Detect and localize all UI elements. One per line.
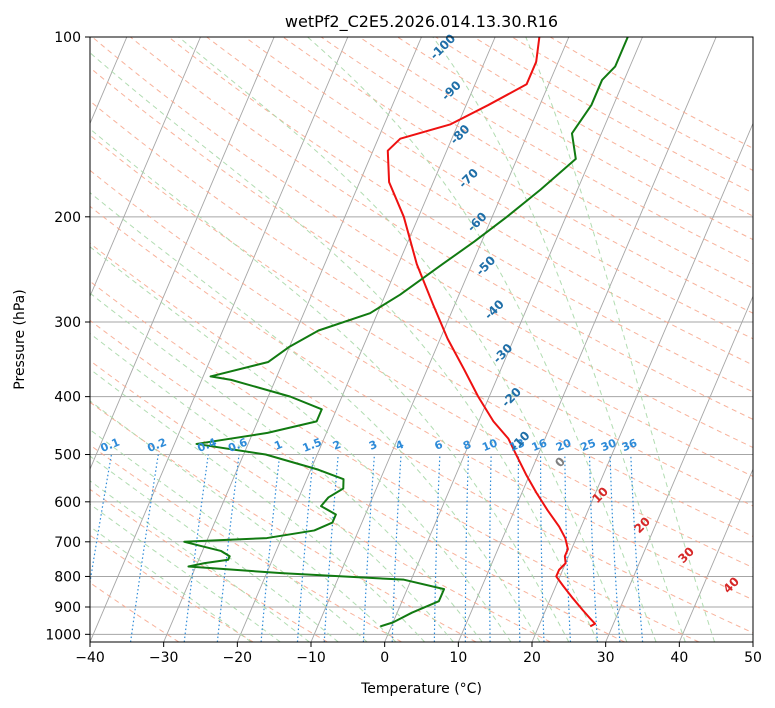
- dry-adiabat-line: [90, 67, 753, 477]
- isotherm-line: [531, 122, 753, 642]
- moist-adiabat-line: [90, 455, 339, 642]
- isotherm-line: [236, 37, 496, 642]
- isotherm-line: [310, 37, 570, 642]
- series-lines: [183, 37, 629, 628]
- x-tick-label: −40: [75, 650, 105, 666]
- mixing-ratio-line: [517, 454, 521, 642]
- y-tick-label: 400: [54, 390, 81, 406]
- chart-title: wetPf2_C2E5.2026.014.13.30.R16: [285, 12, 558, 32]
- mixing-ratio-label: 10: [480, 436, 499, 454]
- dry-adiabat-line: [397, 37, 753, 241]
- mixing-ratio-label: 1: [272, 438, 284, 453]
- dry-adiabat-line: [435, 37, 753, 217]
- x-tick-label: 0: [380, 650, 389, 666]
- y-tick-label: 700: [54, 535, 81, 551]
- moist-adiabat-line: [90, 368, 426, 642]
- moist-adiabat-line: [307, 37, 657, 642]
- isotherm-line: [90, 37, 275, 471]
- dry-adiabat-line: [90, 100, 753, 507]
- x-tick-label: 30: [597, 650, 615, 666]
- isotherm-line: [457, 37, 717, 642]
- mixing-ratio-line: [391, 454, 402, 642]
- mixing-ratio-label: 20: [554, 436, 573, 454]
- y-tick-label: 300: [54, 315, 81, 331]
- dry-adiabat-line: [90, 169, 753, 569]
- dry-adiabat-line: [90, 280, 700, 642]
- isotherm-line: [90, 37, 349, 642]
- moist-adiabat-line: [90, 52, 599, 642]
- dry-adiabat-line: [90, 360, 551, 642]
- mixing-ratio-label: 30: [599, 436, 618, 454]
- moist-adiabat-line: [90, 400, 397, 642]
- mixing-ratio-line: [323, 454, 339, 642]
- mixing-ratio-line: [489, 454, 492, 642]
- x-tick-label: 40: [670, 650, 688, 666]
- x-tick-label: −10: [296, 650, 326, 666]
- background-lines: [90, 37, 753, 642]
- y-tick-label: 200: [54, 210, 81, 226]
- dry-adiabat-line: [90, 488, 328, 642]
- x-tick-label: 20: [523, 650, 541, 666]
- mixing-ratio-label: 13: [508, 436, 527, 454]
- mixing-ratio-label: 25: [579, 436, 598, 454]
- dry-adiabat-line: [206, 37, 753, 366]
- isotherm-line: [678, 467, 753, 642]
- mixing-ratio-line: [564, 454, 572, 642]
- x-axis-label: Temperature (°C): [360, 681, 482, 697]
- moist-adiabat-line: [90, 480, 310, 642]
- x-tick-label: 50: [744, 650, 762, 666]
- mixing-ratio-label: 36: [620, 436, 639, 454]
- mixing-ratio-line: [630, 454, 644, 642]
- dry-adiabat-line: [244, 37, 753, 340]
- moist-adiabat-line: [90, 246, 512, 642]
- isotherm-line: [605, 295, 753, 642]
- mixing-ratio-line: [296, 454, 315, 642]
- moist-adiabat-line: [90, 332, 454, 642]
- x-tick-label: −30: [149, 650, 179, 666]
- y-tick-label: 1000: [45, 627, 81, 643]
- dry-adiabat-line: [90, 205, 753, 601]
- isotherm-line: [90, 37, 201, 298]
- dry-adiabat-line: [90, 534, 254, 642]
- mixing-ratio-line: [609, 454, 621, 642]
- dry-adiabat-line: [90, 319, 625, 642]
- mixing-ratio-label: 3: [367, 438, 379, 453]
- x-tick-label: 10: [449, 650, 467, 666]
- y-tick-label: 500: [54, 448, 81, 464]
- y-axis: 1000 900 800 700 600 500 400 300 200 100: [45, 30, 90, 643]
- y-tick-label: 600: [54, 495, 81, 511]
- plot-frame: [89, 36, 754, 643]
- moist-adiabat-line: [90, 429, 368, 642]
- y-tick-label: 100: [54, 30, 81, 46]
- x-tick-label: −20: [223, 650, 253, 666]
- dry-adiabat-line: [282, 37, 753, 314]
- mixing-ratio-line: [588, 454, 599, 642]
- mixing-ratio-line: [362, 454, 376, 642]
- mixing-ratio-label: 16: [530, 436, 549, 454]
- mixing-ratio-line: [433, 454, 441, 642]
- y-axis-label: Pressure (hPa): [12, 289, 28, 389]
- moist-adiabat-line: [90, 128, 570, 642]
- dewpoint-line: [183, 37, 629, 628]
- y-tick-label: 800: [54, 569, 81, 585]
- mixing-ratio-line: [540, 454, 545, 642]
- y-tick-label: 900: [54, 600, 81, 616]
- dry-adiabat-line: [549, 37, 753, 149]
- dry-adiabat-line: [90, 134, 753, 537]
- isotherm-line: [384, 37, 643, 642]
- mixing-ratio-label: 2: [331, 438, 343, 453]
- mixing-ratio-line: [464, 454, 470, 642]
- moist-adiabat-line: [178, 37, 628, 642]
- mixing-ratio-line: [260, 454, 281, 642]
- moist-adiabat-line: [525, 37, 716, 642]
- moist-adiabat-line: [90, 192, 541, 642]
- mixing-ratio-label: 8: [461, 438, 473, 453]
- x-axis: −40 −30 −20 −10 0 10 20 30 40 50: [75, 642, 762, 666]
- dry-adiabat-line: [91, 37, 753, 449]
- moist-adiabat-line: [90, 525, 252, 642]
- temperature-line: [386, 37, 597, 628]
- dry-adiabat-line: [511, 37, 753, 171]
